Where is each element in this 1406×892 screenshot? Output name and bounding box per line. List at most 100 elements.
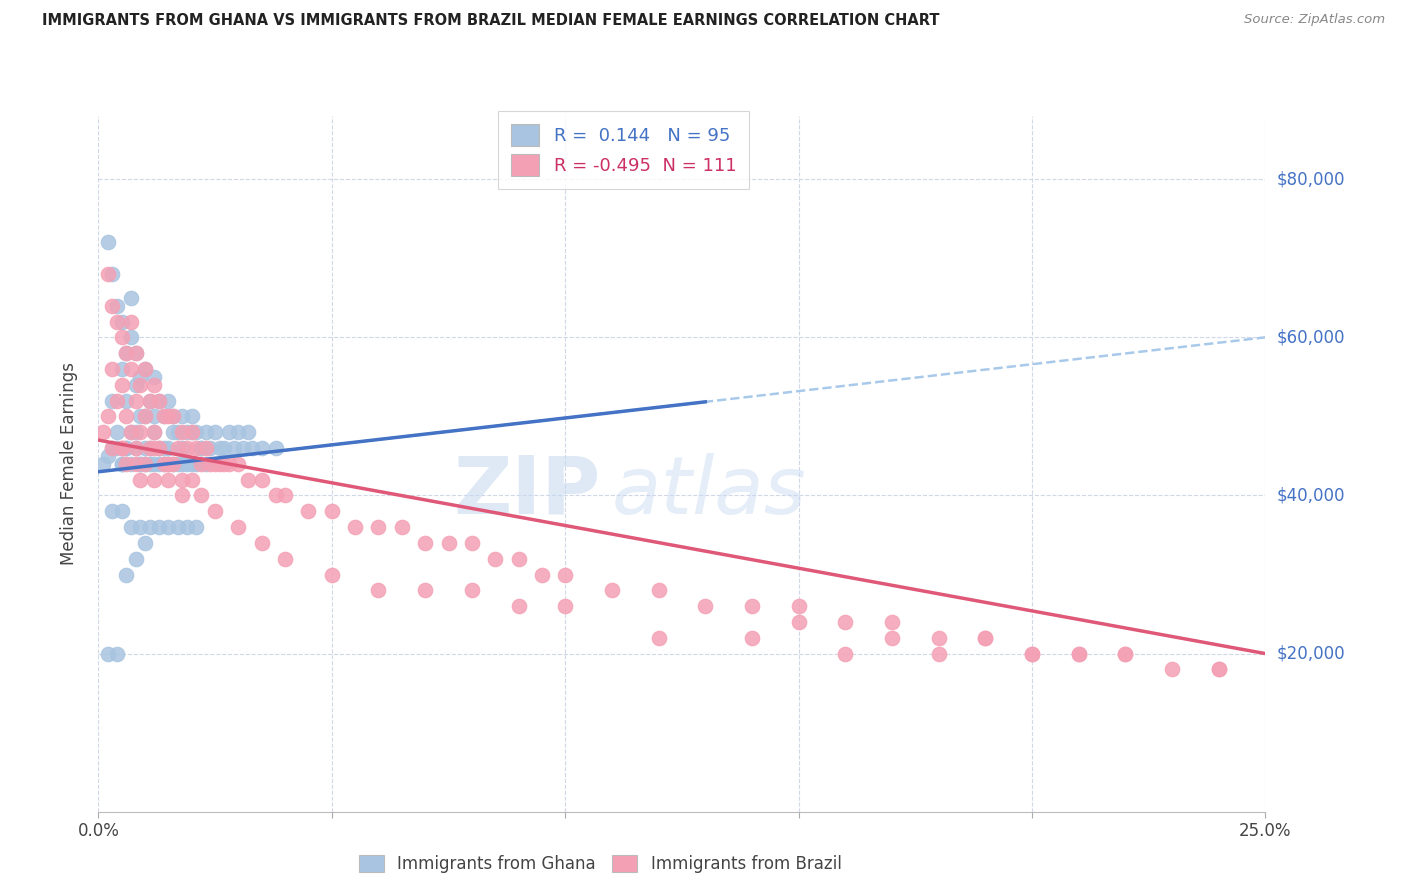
Point: [344, 520, 367, 534]
Point: [111, 441, 134, 455]
Point: [741, 631, 763, 645]
Point: [115, 346, 138, 360]
Point: [242, 441, 264, 455]
Point: [250, 473, 273, 487]
Point: [120, 457, 142, 471]
Point: [200, 457, 222, 471]
Point: [222, 441, 245, 455]
Point: [115, 441, 138, 455]
Point: [172, 488, 194, 502]
Point: [508, 599, 530, 614]
Point: [297, 504, 319, 518]
Point: [186, 457, 208, 471]
Point: [274, 488, 297, 502]
Point: [129, 457, 152, 471]
Point: [172, 473, 194, 487]
Point: [880, 615, 903, 629]
Point: [157, 409, 180, 424]
Point: [162, 409, 184, 424]
Point: [180, 425, 202, 440]
Point: [139, 457, 162, 471]
Point: [1208, 662, 1230, 676]
Point: [176, 457, 198, 471]
Point: [120, 314, 142, 328]
Point: [115, 457, 138, 471]
Point: [172, 425, 194, 440]
Point: [176, 425, 198, 440]
Point: [264, 488, 287, 502]
Point: [134, 457, 156, 471]
Point: [162, 425, 184, 440]
Point: [232, 441, 254, 455]
Point: [974, 631, 997, 645]
Point: [134, 409, 156, 424]
Point: [120, 425, 142, 440]
Point: [134, 362, 156, 376]
Point: [129, 370, 152, 384]
Point: [111, 504, 134, 518]
Point: [115, 393, 138, 408]
Point: [101, 299, 124, 313]
Point: [143, 370, 166, 384]
Point: [741, 599, 763, 614]
Point: [111, 362, 134, 376]
Point: [787, 599, 810, 614]
Point: [115, 409, 138, 424]
Point: [97, 235, 120, 250]
Point: [200, 441, 222, 455]
Point: [484, 551, 506, 566]
Point: [139, 441, 162, 455]
Point: [1161, 662, 1184, 676]
Text: $80,000: $80,000: [1277, 170, 1346, 188]
Point: [120, 425, 142, 440]
Point: [148, 441, 170, 455]
Point: [129, 425, 152, 440]
Point: [129, 409, 152, 424]
Point: [162, 409, 184, 424]
Text: Source: ZipAtlas.com: Source: ZipAtlas.com: [1244, 13, 1385, 27]
Point: [143, 473, 166, 487]
Point: [97, 409, 120, 424]
Point: [166, 425, 188, 440]
Point: [101, 393, 124, 408]
Point: [974, 631, 997, 645]
Point: [129, 377, 152, 392]
Point: [115, 441, 138, 455]
Point: [125, 346, 148, 360]
Point: [321, 567, 343, 582]
Point: [264, 441, 287, 455]
Point: [461, 583, 484, 598]
Point: [111, 457, 134, 471]
Point: [157, 473, 180, 487]
Point: [204, 425, 226, 440]
Point: [391, 520, 413, 534]
Point: [162, 457, 184, 471]
Point: [139, 441, 162, 455]
Point: [148, 520, 170, 534]
Point: [157, 441, 180, 455]
Point: [101, 362, 124, 376]
Point: [208, 457, 231, 471]
Text: atlas: atlas: [612, 452, 807, 531]
Point: [228, 425, 250, 440]
Point: [125, 346, 148, 360]
Point: [647, 583, 669, 598]
Point: [180, 425, 202, 440]
Point: [834, 647, 856, 661]
Point: [120, 362, 142, 376]
Point: [125, 425, 148, 440]
Point: [186, 441, 208, 455]
Point: [228, 457, 250, 471]
Point: [111, 377, 134, 392]
Point: [600, 583, 623, 598]
Text: $20,000: $20,000: [1277, 645, 1346, 663]
Point: [208, 441, 231, 455]
Point: [152, 457, 174, 471]
Point: [176, 441, 198, 455]
Point: [250, 536, 273, 550]
Point: [204, 457, 226, 471]
Point: [125, 441, 148, 455]
Point: [157, 457, 180, 471]
Point: [134, 441, 156, 455]
Point: [172, 441, 194, 455]
